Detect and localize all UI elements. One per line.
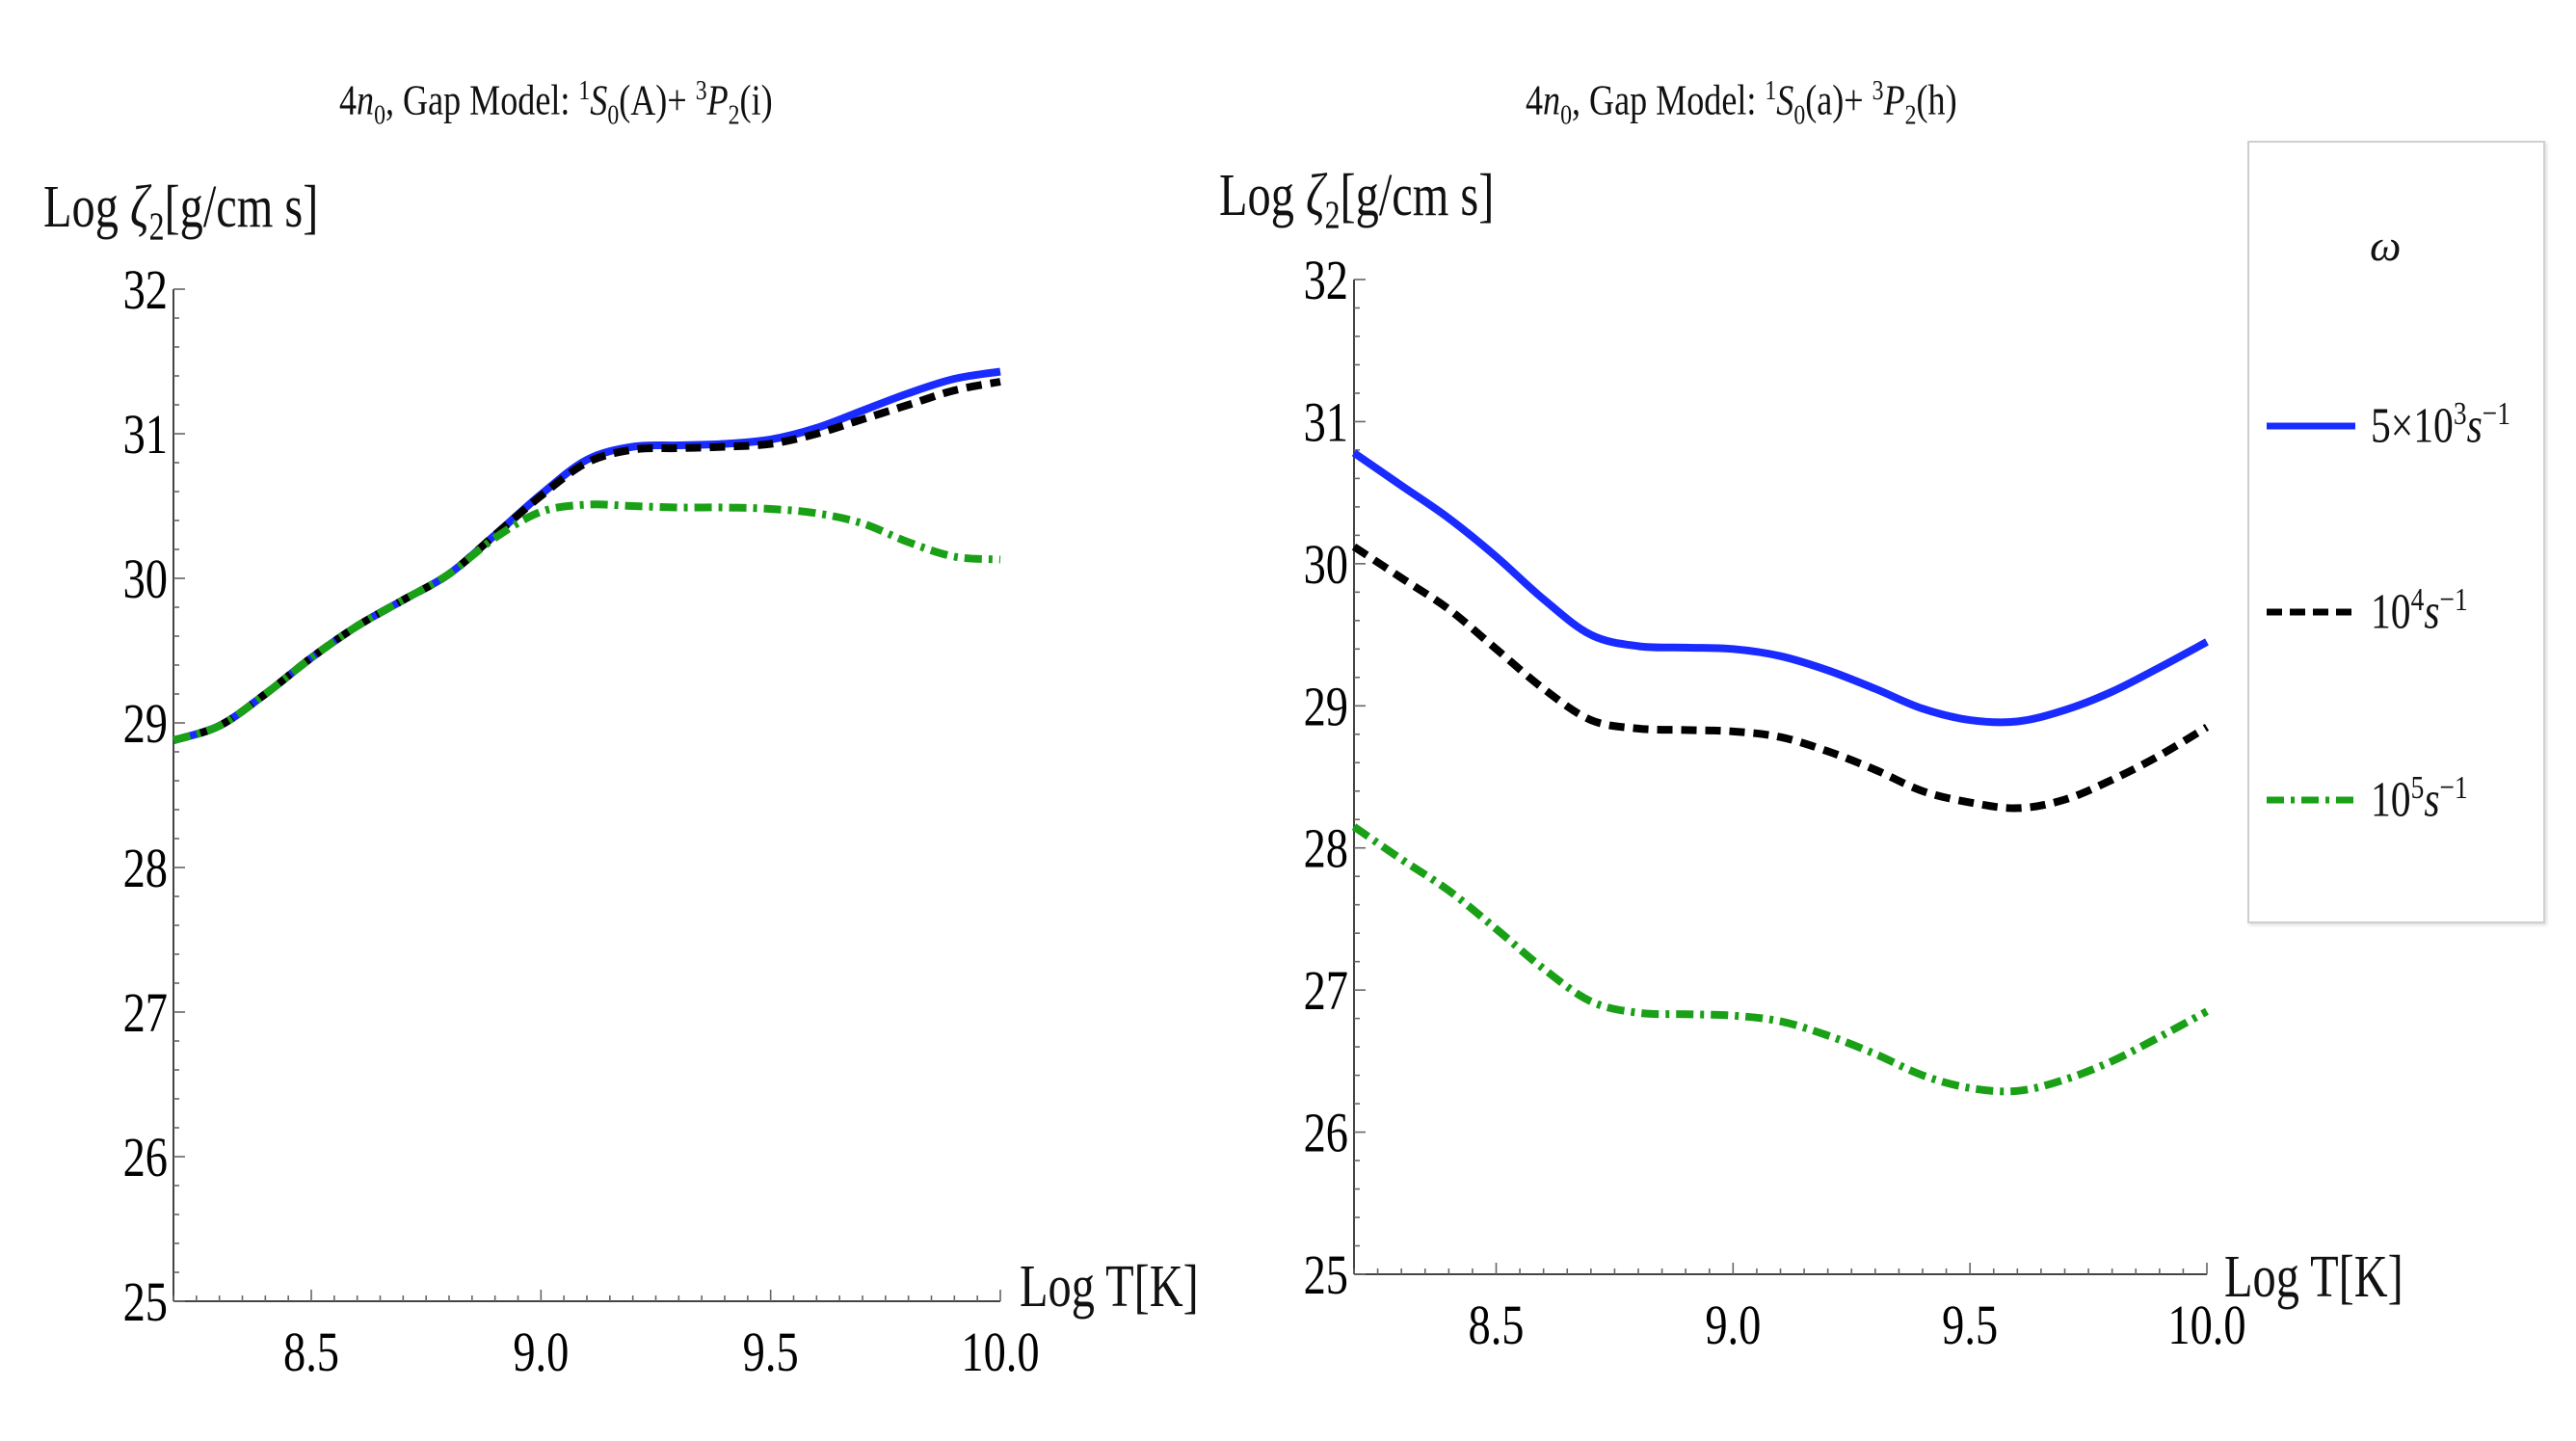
legend-item-1e5: 105s−1 [2263, 769, 2542, 837]
left-chart: 25 26 27 28 29 30 31 32 8.5 9.0 9.5 10.0 [123, 259, 1040, 1383]
right-y-tick-label: 32 [1304, 250, 1348, 311]
right-y-tick-label: 26 [1304, 1103, 1348, 1164]
left-axes: 25 26 27 28 29 30 31 32 8.5 9.0 9.5 10.0 [123, 259, 1040, 1383]
right-series-0-line [1351, 449, 2209, 727]
left-y-tick-label: 27 [123, 982, 168, 1044]
right-y-tick-label: 29 [1304, 676, 1348, 737]
legend-swatch-5e3 [2267, 422, 2355, 430]
left-y-tick-label: 30 [123, 548, 168, 610]
right-y-tick-label: 27 [1304, 960, 1348, 1022]
legend-label-1e5: 105s−1 [2371, 769, 2468, 828]
left-x-tick-label: 8.5 [283, 1321, 339, 1383]
right-chart: 25 26 27 28 29 30 31 32 8.5 9.0 9.5 10.0 [1304, 250, 2245, 1356]
left-y-tick-label: 28 [123, 838, 168, 899]
right-y-tick-label: 31 [1304, 392, 1348, 454]
left-x-tick-label: 10.0 [961, 1321, 1039, 1383]
left-series-2-line [172, 500, 1001, 744]
right-y-axis-label: Log ζ2[g/cm s] [1219, 163, 1495, 237]
left-x-tick-label: 9.0 [513, 1321, 569, 1383]
right-series-2-line [1351, 823, 2209, 1096]
legend-item-1e4: 104s−1 [2263, 581, 2542, 649]
right-axes: 25 26 27 28 29 30 31 32 8.5 9.0 9.5 10.0 [1304, 250, 2245, 1356]
legend-swatch-1e5 [2267, 796, 2355, 804]
legend-item-5e3: 5×103s−1 [2263, 395, 2542, 463]
legend-swatch-1e4 [2267, 608, 2355, 616]
right-x-tick-label: 9.0 [1705, 1294, 1761, 1356]
left-x-tick-label: 9.5 [743, 1321, 799, 1383]
left-y-tick-label: 31 [123, 404, 168, 466]
left-y-tick-label: 32 [123, 259, 168, 321]
legend: ω 5×103s−1 104s−1 105s−1 [2247, 141, 2545, 923]
right-x-axis-label: Log T[K] [2224, 1244, 2403, 1310]
left-series-0-line [172, 367, 1001, 744]
left-y-tick-label: 26 [123, 1127, 168, 1188]
right-x-tick-label: 8.5 [1468, 1294, 1524, 1356]
left-y-tick-label: 29 [123, 693, 168, 755]
left-y-tick-label: 25 [123, 1271, 168, 1333]
right-series-1-line [1351, 543, 2210, 813]
left-x-axis-label: Log T[K] [1020, 1254, 1199, 1320]
legend-title: ω [2370, 221, 2402, 270]
right-y-tick-label: 30 [1304, 534, 1348, 596]
left-series-1-line [172, 378, 1001, 744]
right-chart-title: 4n0, Gap Model: 1S0(a)+ 3P2(h) [1526, 75, 1957, 131]
right-y-tick-label: 25 [1304, 1244, 1348, 1306]
right-y-tick-label: 28 [1304, 818, 1348, 880]
right-x-tick-label: 9.5 [1942, 1294, 1998, 1356]
legend-label-5e3: 5×103s−1 [2371, 395, 2510, 454]
left-chart-title: 4n0, Gap Model: 1S0(A)+ 3P2(i) [339, 75, 773, 131]
right-x-tick-label: 10.0 [2167, 1294, 2245, 1356]
legend-label-1e4: 104s−1 [2371, 581, 2468, 640]
left-y-axis-label: Log ζ2[g/cm s] [43, 174, 319, 249]
